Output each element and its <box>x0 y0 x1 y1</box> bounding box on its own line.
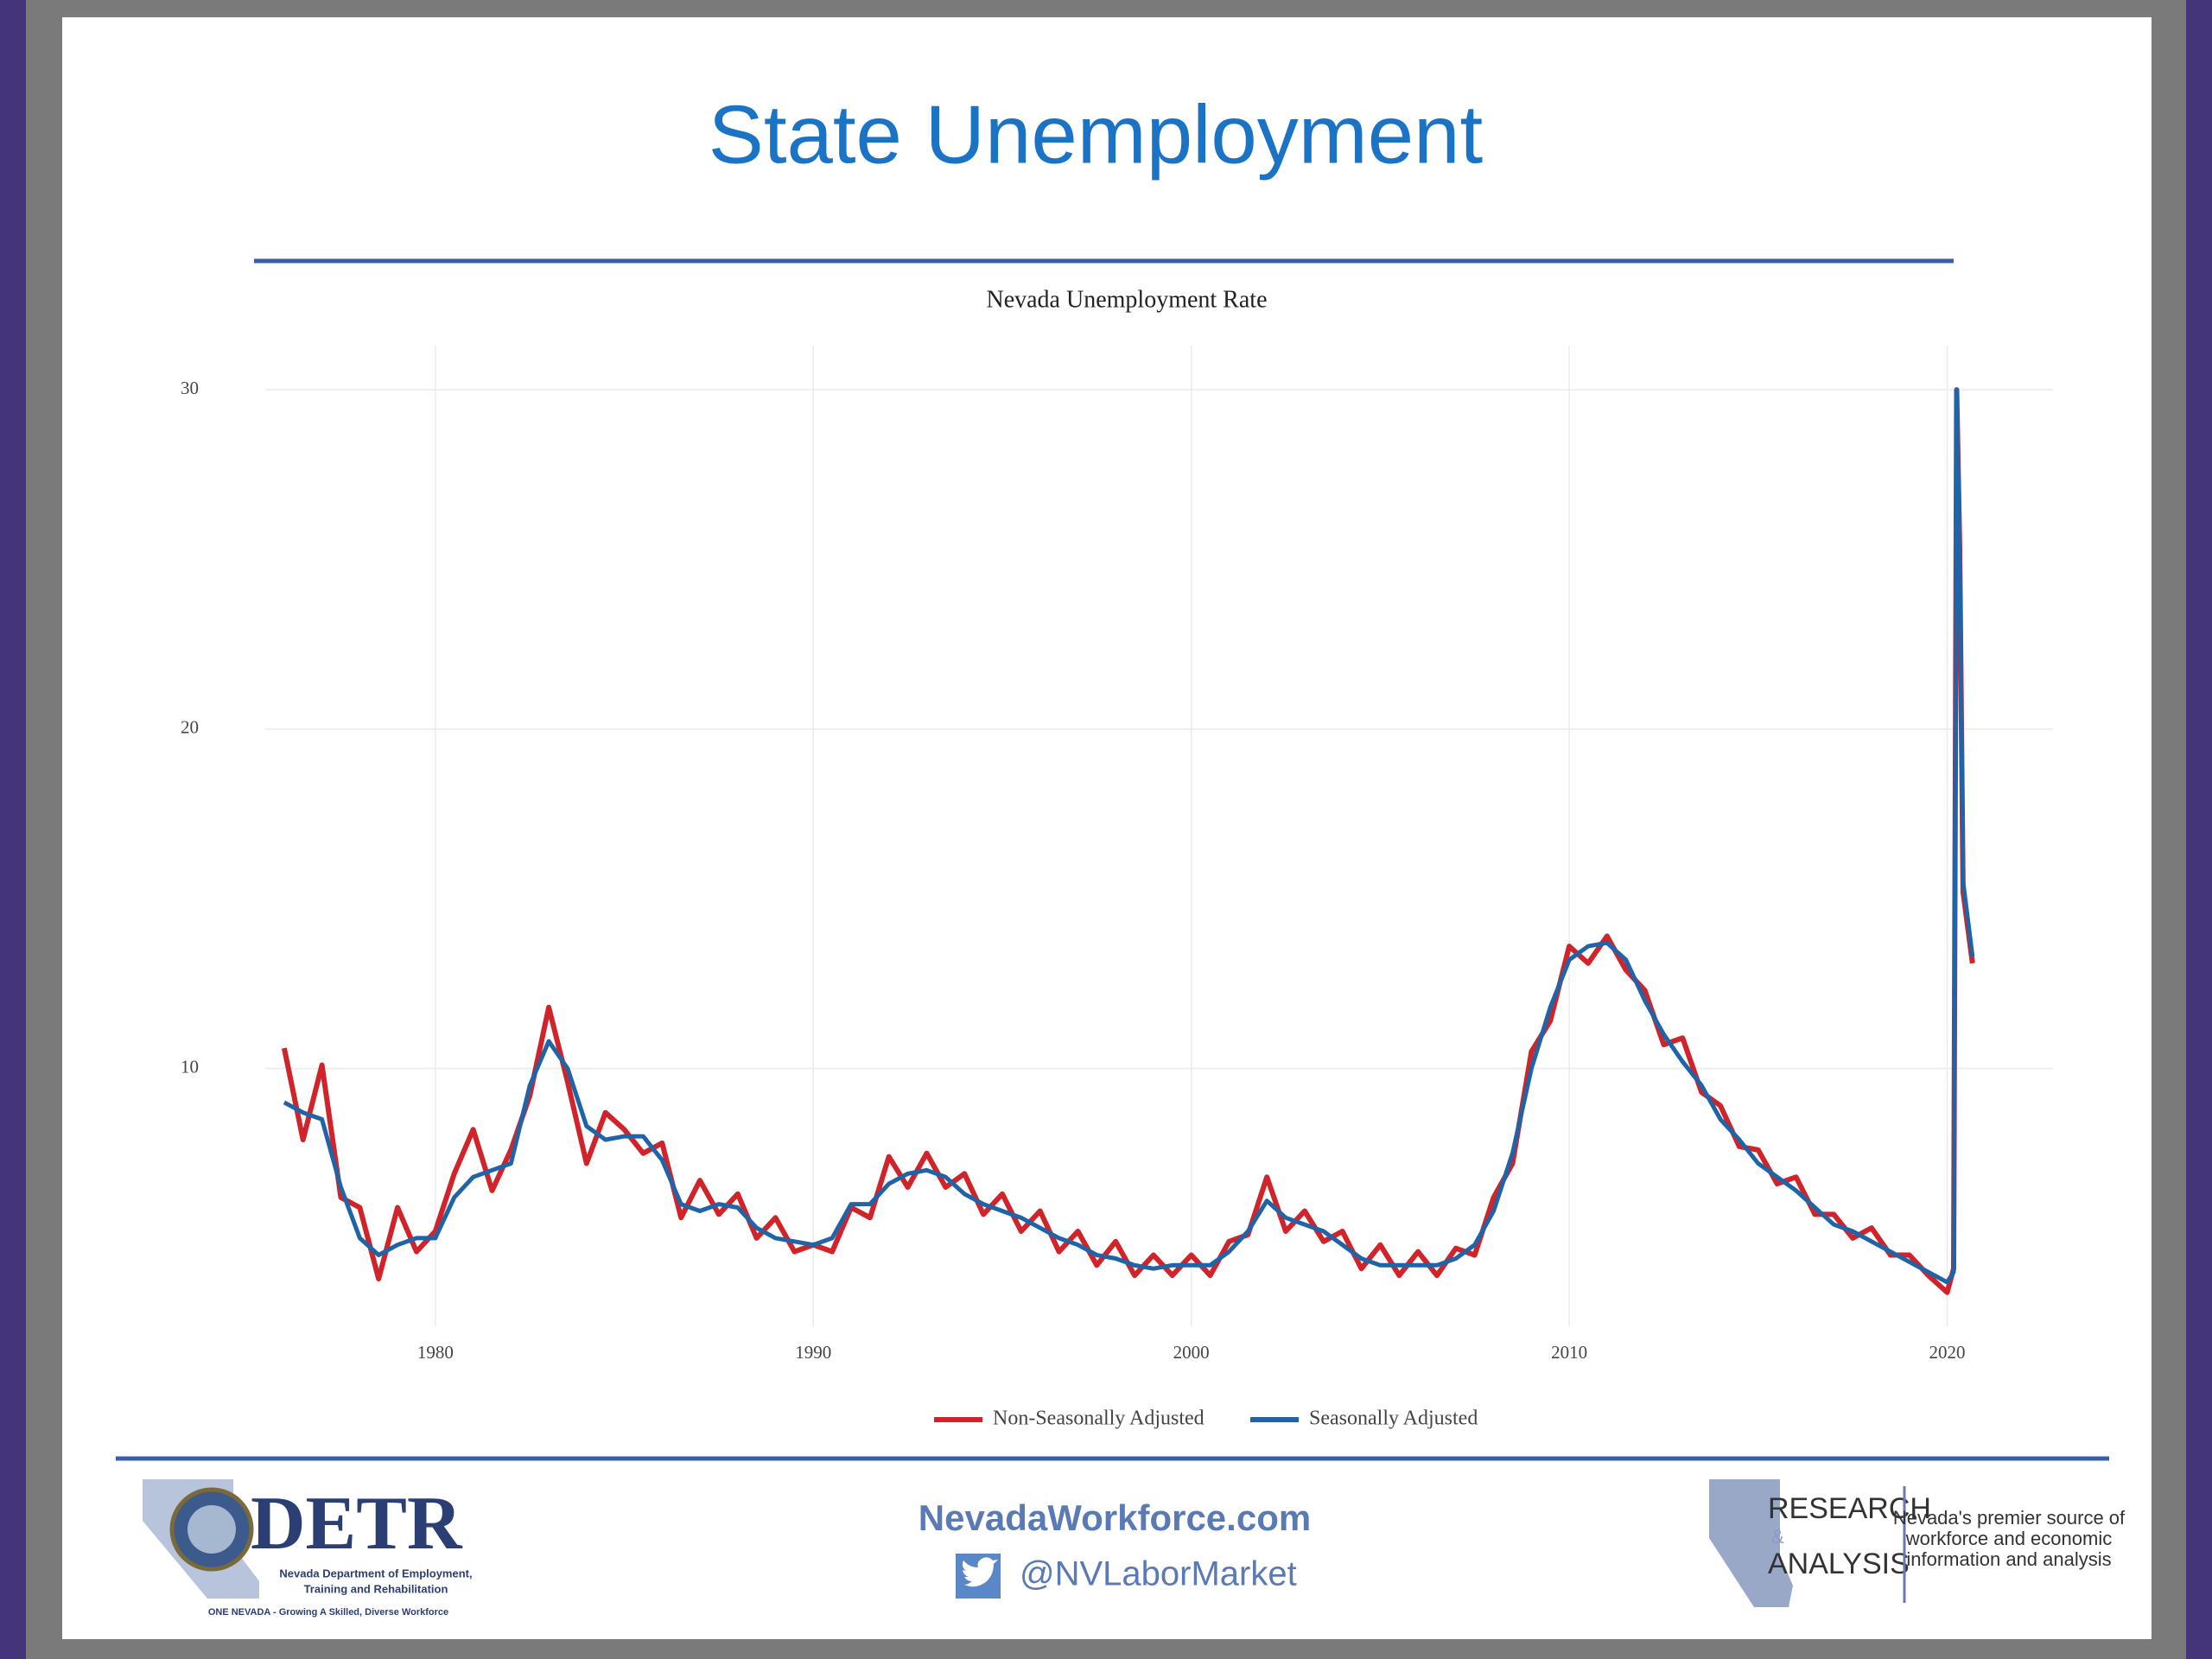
chart-title: Nevada Unemployment Rate <box>986 286 1267 313</box>
detr-name: Nevada Department of Employment, <box>279 1567 472 1580</box>
slide-area <box>62 17 2152 1639</box>
ra-shape <box>1709 1479 1793 1607</box>
legend-label: Non-Seasonally Adjusted <box>993 1408 1205 1430</box>
detr-logo: DETR <box>251 1482 463 1566</box>
series-line <box>283 387 1975 1285</box>
ra-tagline: information and analysis <box>1906 1548 2111 1570</box>
left-bar <box>0 0 26 1659</box>
x-tick-label: 1980 <box>417 1342 454 1363</box>
ra-tagline: workforce and economic <box>1905 1528 2112 1549</box>
plot: 1980 1990 2000 2010 2020 10 20 30 Non-Seasonally… <box>181 346 2053 1430</box>
detr-motto: ONE NEVADA - Growing A Skilled, Diverse … <box>208 1607 448 1618</box>
x-tick-label: 2020 <box>1929 1342 1966 1363</box>
x-tick-label: 2000 <box>1173 1342 1210 1363</box>
right-bar <box>2186 0 2212 1659</box>
twitter-handle: @NVLaborMarket <box>1020 1555 1297 1593</box>
detr-name: Training and Rehabilitation <box>304 1582 448 1595</box>
x-tick-label: 2010 <box>1551 1342 1587 1363</box>
ra-analysis: ANALYSIS <box>1768 1548 1910 1580</box>
slide-title: State Unemployment <box>709 88 1483 181</box>
seal-inner <box>188 1505 236 1554</box>
y-tick-label: 20 <box>181 717 199 738</box>
x-tick-label: 1990 <box>795 1342 831 1363</box>
website: NevadaWorkforce.com <box>918 1497 1311 1538</box>
y-tick-label: 30 <box>181 378 199 398</box>
y-tick-label: 10 <box>181 1056 199 1077</box>
legend-label: Seasonally Adjusted <box>1309 1408 1478 1430</box>
ra-amp: & <box>1771 1526 1784 1548</box>
twitter-bird <box>963 1557 998 1587</box>
ra-tagline: Nevada's premier source of <box>1893 1507 2126 1529</box>
